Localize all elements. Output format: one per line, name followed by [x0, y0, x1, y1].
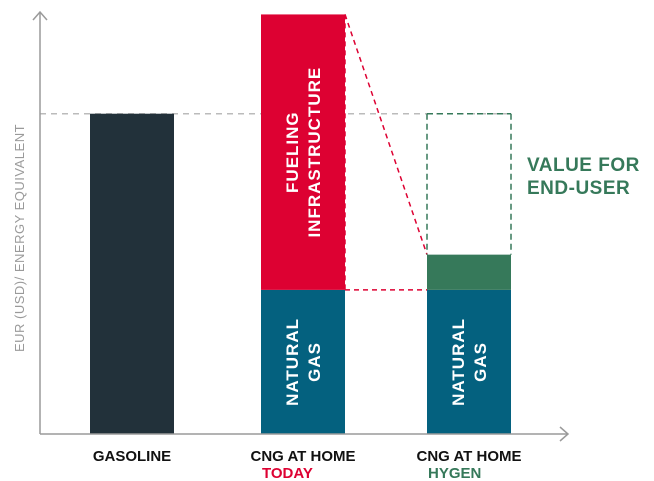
x-tick-sublabel: TODAY	[262, 465, 313, 481]
x-tick-label: CNG AT HOME	[417, 448, 522, 465]
y-axis-label: EUR (USD)/ ENERGY EQUIVALENT	[12, 124, 27, 352]
connector-diagonal	[344, 14, 428, 255]
bar-label-natural-gas: NATURAL GAS	[283, 318, 324, 406]
x-tick-label: GASOLINE	[93, 448, 171, 465]
bar-segment-gasoline	[90, 113, 174, 435]
bar-label-fueling-infrastructure: FUELING INFRASTRUCTURE	[283, 67, 324, 238]
x-axis-arrow	[559, 426, 570, 442]
x-tick-label: CNG AT HOME	[251, 448, 356, 465]
x-tick-sublabel: HYGEN	[428, 465, 481, 481]
bar-segment-natural-gas	[427, 289, 511, 434]
bar-segment-fueling-infrastructure	[261, 14, 345, 290]
y-axis-arrow	[32, 10, 48, 21]
value-for-end-user-annotation: VALUE FOR END-USER	[527, 155, 640, 199]
bar-segment-hygen	[427, 254, 511, 290]
bar-segment-natural-gas	[261, 289, 345, 434]
bar-label-natural-gas: NATURAL GAS	[449, 318, 490, 406]
